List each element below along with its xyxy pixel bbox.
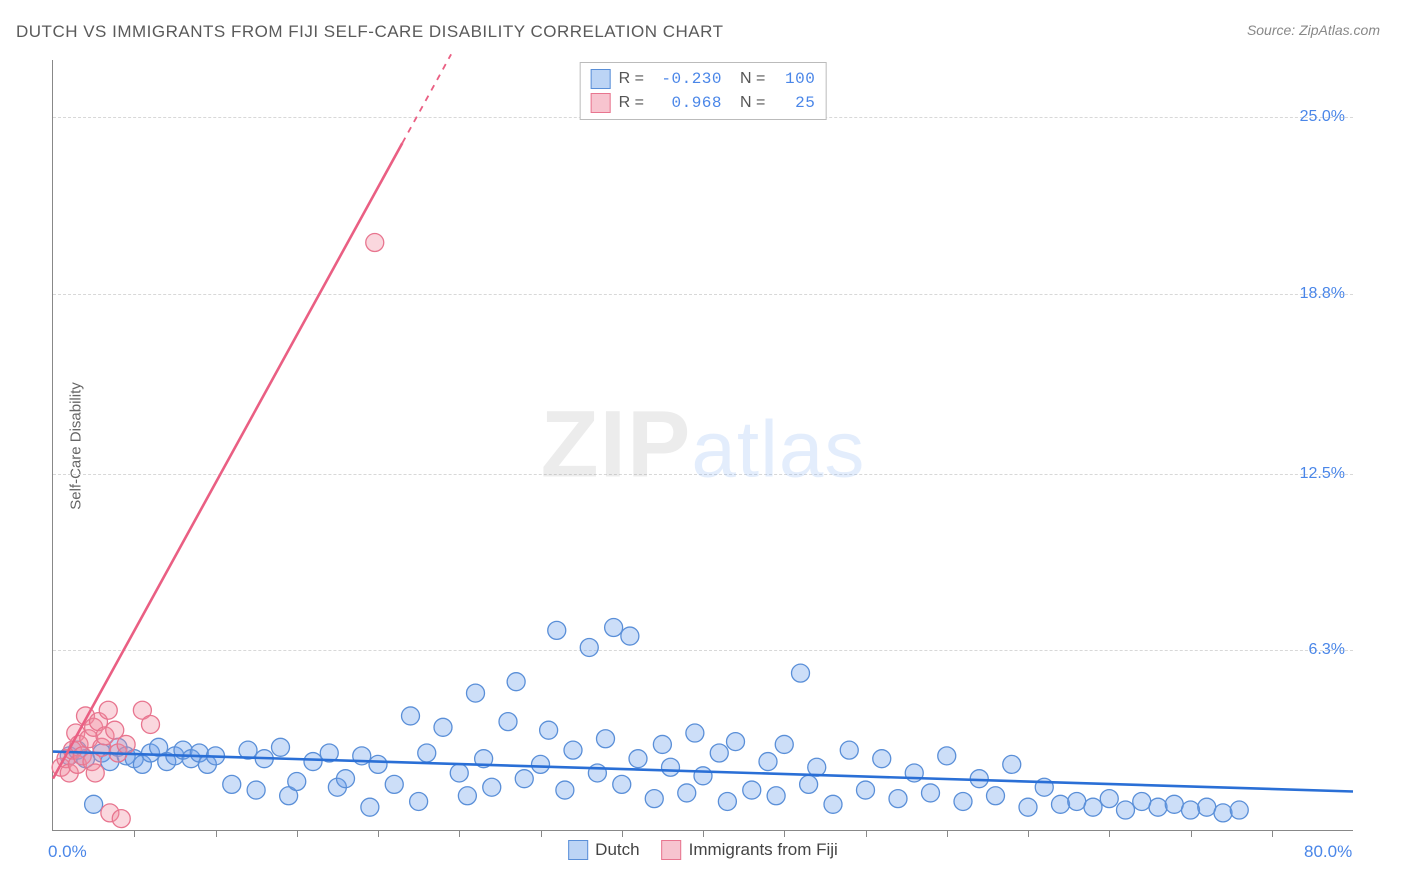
stats-row-fiji: R = 0.968 N = 25: [591, 91, 816, 115]
chart-title: DUTCH VS IMMIGRANTS FROM FIJI SELF-CARE …: [16, 22, 723, 42]
legend-item-fiji: Immigrants from Fiji: [662, 840, 838, 860]
x-tick: [216, 830, 217, 837]
r-value-fiji: 0.968: [652, 94, 722, 112]
dutch-swatch-icon: [568, 840, 588, 860]
source-attribution: Source: ZipAtlas.com: [1247, 22, 1380, 38]
x-tick: [703, 830, 704, 837]
x-tick: [947, 830, 948, 837]
x-tick: [541, 830, 542, 837]
x-axis-origin-label: 0.0%: [48, 842, 87, 862]
x-tick: [622, 830, 623, 837]
x-tick: [1272, 830, 1273, 837]
r-label: R =: [619, 94, 644, 112]
dutch-swatch-icon: [591, 69, 611, 89]
r-value-dutch: -0.230: [652, 70, 722, 88]
x-tick: [866, 830, 867, 837]
series-legend: Dutch Immigrants from Fiji: [568, 840, 838, 860]
r-label: R =: [619, 70, 644, 88]
x-tick: [1109, 830, 1110, 837]
legend-label-dutch: Dutch: [595, 840, 639, 860]
x-tick: [134, 830, 135, 837]
x-tick: [784, 830, 785, 837]
x-tick: [459, 830, 460, 837]
trend-line-fiji: [53, 143, 402, 779]
stats-row-dutch: R = -0.230 N = 100: [591, 67, 816, 91]
chart-container: DUTCH VS IMMIGRANTS FROM FIJI SELF-CARE …: [0, 0, 1406, 892]
n-value-dutch: 100: [773, 70, 815, 88]
plot-area: ZIPatlas 6.3%12.5%18.8%25.0% R =-0.230N …: [52, 60, 1353, 831]
n-value-fiji: 25: [773, 94, 815, 112]
x-tick: [1191, 830, 1192, 837]
fiji-swatch-icon: [591, 93, 611, 113]
trend-line-fiji-dashed: [402, 54, 451, 143]
x-tick: [1028, 830, 1029, 837]
n-label: N =: [740, 70, 765, 88]
legend-item-dutch: Dutch: [568, 840, 639, 860]
x-tick: [378, 830, 379, 837]
n-label: N =: [740, 94, 765, 112]
x-tick: [297, 830, 298, 837]
legend-label-fiji: Immigrants from Fiji: [689, 840, 838, 860]
trend-lines: [53, 60, 1353, 830]
stats-legend: R = -0.230 N = 100 R = 0.968 N = 25: [580, 62, 827, 120]
trend-line-dutch: [53, 752, 1353, 792]
fiji-swatch-icon: [662, 840, 682, 860]
x-axis-max-label: 80.0%: [1304, 842, 1352, 862]
